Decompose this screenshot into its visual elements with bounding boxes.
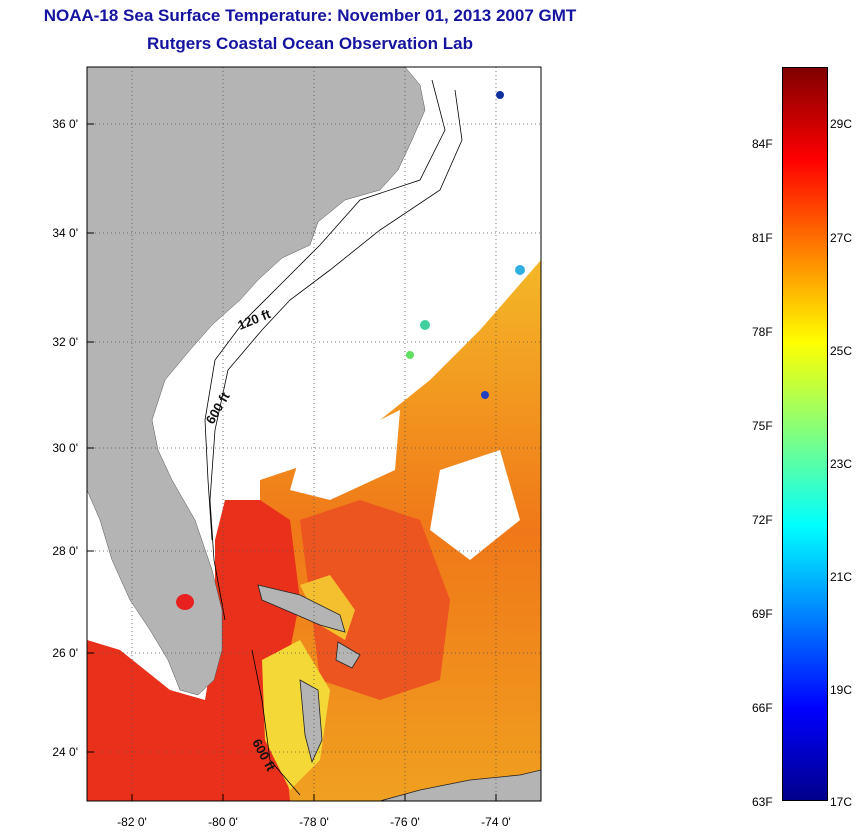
colorbar-f-label: 69F <box>752 607 773 621</box>
cold-speckle <box>496 91 504 99</box>
colorbar-c-label: 27C <box>830 231 853 245</box>
lat-tick-label: 24 0' <box>52 745 78 759</box>
lat-tick-label: 30 0' <box>52 441 78 455</box>
lat-tick-label: 28 0' <box>52 544 78 558</box>
isobath-600ft-bahamas <box>251 649 301 796</box>
sst-hot-water-region <box>87 500 300 801</box>
map-title: NOAA-18 Sea Surface Temperature: Novembe… <box>43 6 577 25</box>
colorbar-c-label: 29C <box>830 117 853 131</box>
land-cuba <box>379 769 541 801</box>
cloud-gap <box>430 450 520 560</box>
cold-speckle <box>406 351 414 359</box>
colorbar-f-label: 81F <box>752 231 773 245</box>
lon-tick-label: -74 0' <box>481 815 511 829</box>
colorbar-f-label: 66F <box>752 701 773 715</box>
colorbar-f-label: 72F <box>752 513 773 527</box>
cold-speckle <box>420 320 430 330</box>
colorbar-c-label: 17C <box>830 795 853 809</box>
colorbar-c-label: 25C <box>830 344 853 358</box>
map-subtitle: Rutgers Coastal Ocean Observation Lab <box>147 34 473 53</box>
lat-tick-label: 26 0' <box>52 646 78 660</box>
lake-okeechobee <box>176 594 194 610</box>
lat-tick-label: 36 0' <box>52 117 78 131</box>
bahamas-island <box>299 679 323 764</box>
cloud-gap <box>290 410 400 500</box>
lon-tick-label: -78 0' <box>299 815 329 829</box>
colorbar-f-label: 63F <box>752 795 773 809</box>
temperature-colorbar <box>782 67 828 801</box>
axis-tick-marks <box>87 123 497 801</box>
colorbar-f-label: 75F <box>752 419 773 433</box>
cold-speckle <box>481 391 489 399</box>
lat-tick-label: 34 0' <box>52 226 78 240</box>
lon-tick-label: -80 0' <box>208 815 238 829</box>
cold-speckle <box>515 265 525 275</box>
lat-tick-label: 32 0' <box>52 335 78 349</box>
bahamas-island <box>257 584 346 633</box>
colorbar-c-label: 19C <box>830 683 853 697</box>
isobath-600ft <box>209 89 463 621</box>
colorbar-c-label: 21C <box>830 570 853 584</box>
sst-map: -82 0' -80 0' -78 0' -76 0' -74 0' 36 0'… <box>52 66 542 829</box>
lon-tick-label: -82 0' <box>117 815 147 829</box>
colorbar-c-label: 23C <box>830 457 853 471</box>
isobath-120ft <box>204 79 446 541</box>
land-southeast-us <box>87 67 426 696</box>
colorbar-f-label: 78F <box>752 325 773 339</box>
colorbar-f-label: 84F <box>752 137 773 151</box>
bahamas-island <box>335 641 361 669</box>
lon-tick-label: -76 0' <box>390 815 420 829</box>
